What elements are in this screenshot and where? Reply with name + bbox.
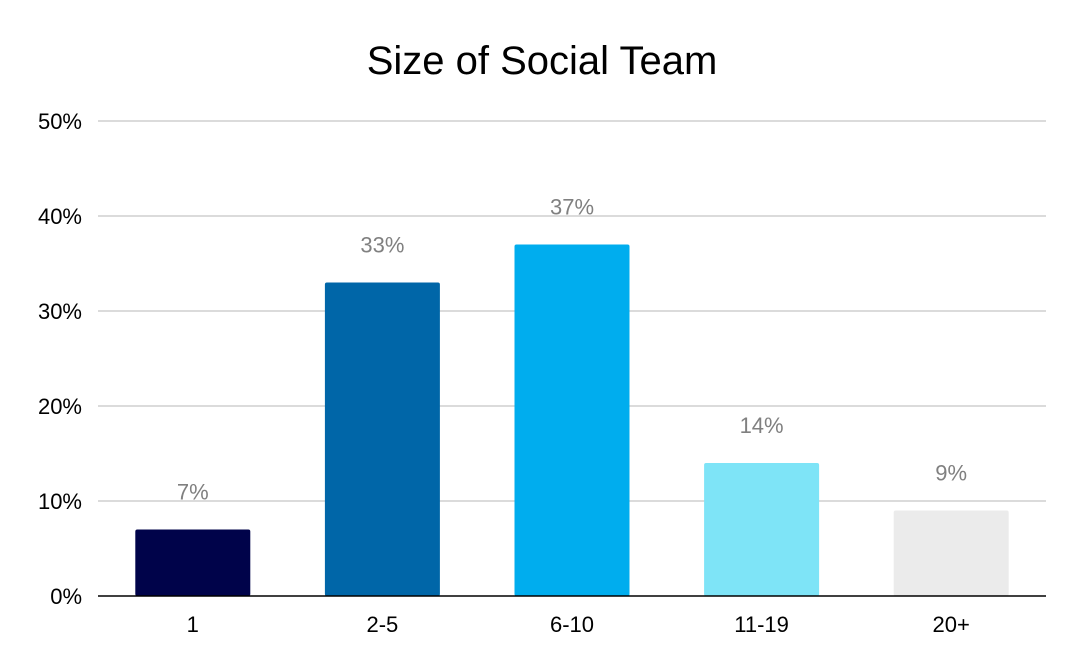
data-label-11-19: 14%	[740, 413, 784, 438]
y-tick-label: 20%	[38, 394, 82, 419]
x-tick-label: 20+	[933, 612, 970, 637]
bar-20+	[893, 510, 1009, 596]
bar-1	[135, 529, 251, 596]
bar-2-5	[324, 282, 440, 596]
y-tick-label: 30%	[38, 299, 82, 324]
data-label-20+: 9%	[935, 461, 967, 486]
x-tick-label: 6-10	[550, 612, 594, 637]
y-tick-label: 0%	[50, 584, 82, 609]
y-tick-label: 40%	[38, 204, 82, 229]
data-label-1: 7%	[177, 480, 209, 505]
chart-title: Size of Social Team	[367, 39, 718, 83]
data-label-2-5: 33%	[360, 233, 404, 258]
bar-data-labels: 7% 33% 37% 14% 9%	[177, 195, 967, 505]
y-tick-label: 10%	[38, 489, 82, 514]
y-tick-label: 50%	[38, 109, 82, 134]
bar-6-10	[514, 244, 630, 596]
data-label-6-10: 37%	[550, 195, 594, 220]
x-tick-label: 2-5	[367, 612, 399, 637]
x-tick-label: 11-19	[734, 612, 789, 637]
y-axis-tick-labels: 0% 10% 20% 30% 40% 50%	[38, 109, 82, 609]
x-axis-tick-labels: 1 2-5 6-10 11-19 20+	[187, 612, 970, 637]
x-tick-label: 1	[187, 612, 199, 637]
bar-11-19	[704, 463, 820, 596]
bars	[135, 244, 1009, 596]
